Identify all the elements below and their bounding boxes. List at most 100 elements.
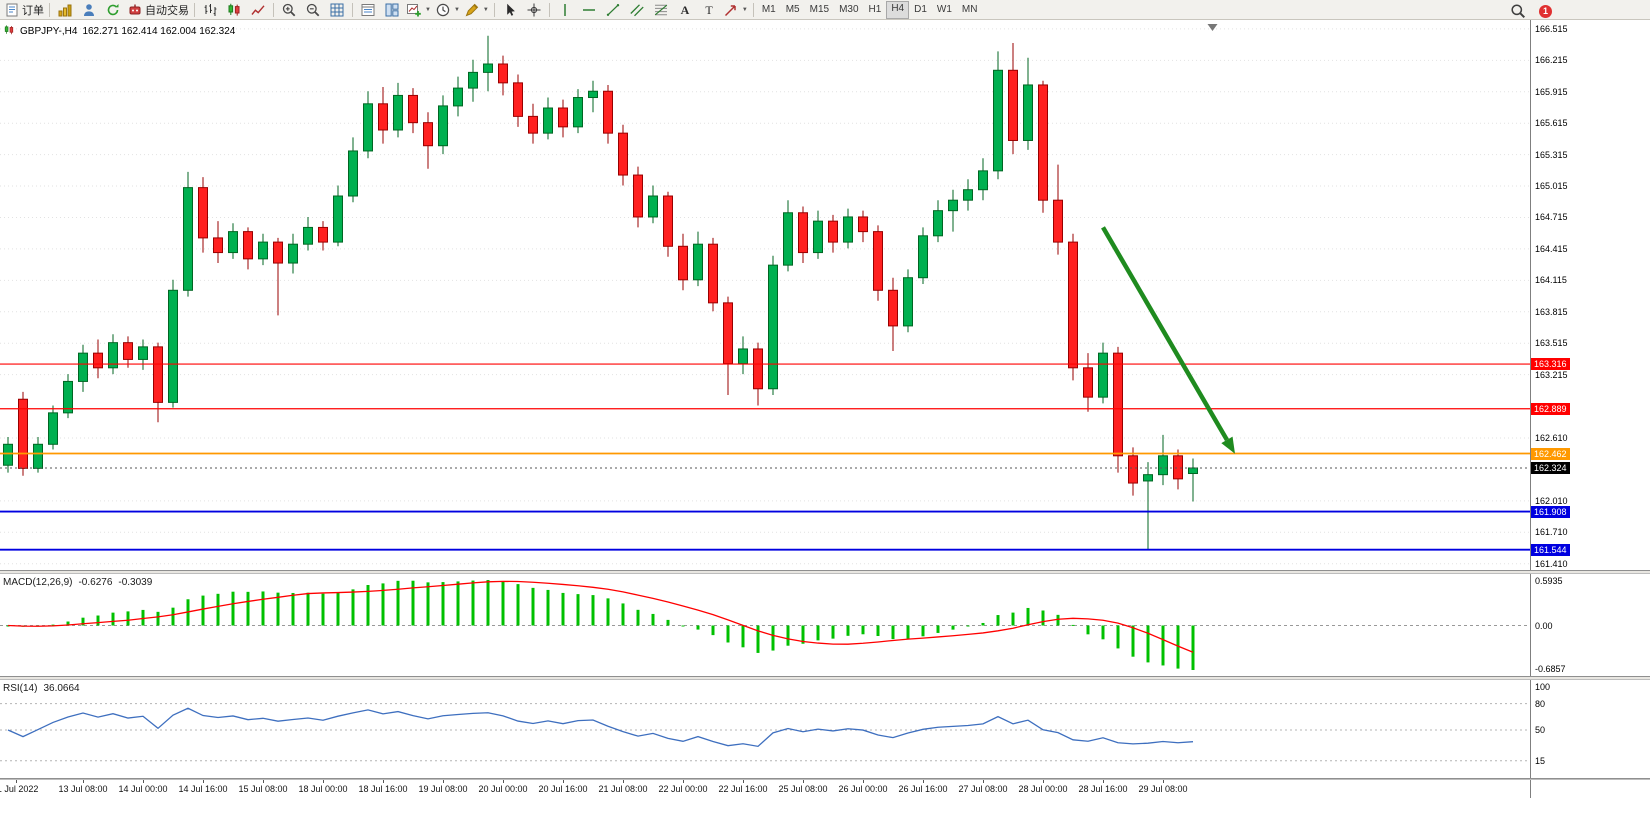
tile-windows-button[interactable] [380,1,404,19]
time-tick [263,780,264,783]
rsi-scale-label: 80 [1535,698,1546,709]
current-price-label: 162.324 [1531,461,1570,474]
channel-button[interactable] [625,1,649,19]
fibonacci-button[interactable] [649,1,673,19]
time-tick [383,780,384,783]
candle-up [483,63,493,73]
timeframe-m5-button[interactable]: M5 [785,3,800,15]
vertical-line-button[interactable] [553,1,577,19]
macd-histogram-bar [606,598,610,626]
macd-histogram-bar [681,625,685,627]
autotrading-button[interactable]: 自动交易 [125,1,191,19]
macd-histogram-bar [951,625,955,630]
macd-histogram-bar [111,612,115,626]
price-axis[interactable]: 166.515 166.215 165.915 165.615 165.315 165.0… [1530,20,1650,798]
charts-bar-button[interactable] [53,1,77,19]
macd-panel[interactable] [0,574,1530,676]
candle-down [528,115,538,134]
timeframe-d1-button[interactable]: D1 [914,3,927,15]
panel-separator[interactable] [0,570,1650,574]
time-axis[interactable]: 11 Jul 2022 13 Jul 08:00 14 Jul 00:00 14 Ju… [0,780,1530,798]
candle-down [678,245,688,281]
label-t-icon: T [705,3,713,17]
macd-histogram-bar [1041,610,1045,626]
macd-histogram-bar [831,625,835,639]
rsi-panel[interactable] [0,680,1530,778]
search-button[interactable] [1506,2,1530,20]
period-button[interactable]: ▼ [433,1,462,19]
macd-histogram-bar [801,625,805,644]
candles-icon [4,25,14,35]
price-chart-panel[interactable] [0,20,1530,570]
trend-arrow-head[interactable] [1221,436,1235,454]
text-button[interactable]: A [673,1,697,19]
horizontal-line-button[interactable] [577,1,601,19]
grid-button[interactable] [325,1,349,19]
candle-down [858,216,868,233]
time-label: 28 Jul 16:00 [1078,784,1128,794]
rsi-scale-label: 15 [1535,755,1546,766]
chart-symbol-icon [3,24,15,39]
timeframe-mn-button[interactable]: MN [961,3,978,15]
macd-histogram-bar [1146,625,1150,663]
timeframe-h1-button[interactable]: H1 [868,3,882,15]
macd-histogram-bar [891,625,895,640]
market-watch-button[interactable] [77,1,101,19]
line-price-label: 161.908 [1531,505,1570,518]
arrows-button[interactable]: ▼ [721,1,750,19]
candle-down [1083,367,1093,398]
candle-down [603,90,613,134]
trend-arrow[interactable] [1101,226,1229,442]
trendline-button[interactable] [601,1,625,19]
data-window-icon [361,3,375,16]
crosshair-button[interactable] [522,1,546,19]
timeframe-w1-button[interactable]: W1 [936,3,952,15]
template-button[interactable]: ▼ [462,1,491,19]
data-window-button[interactable] [356,1,380,19]
candlestick-chart-button[interactable] [222,1,246,19]
time-label: 26 Jul 16:00 [898,784,948,794]
search-icon [1511,4,1526,19]
notification-badge[interactable]: 1 [1539,4,1552,18]
candle-down [213,237,223,254]
candle-up [768,264,778,390]
macd-indicator-header: MACD(12,26,9) -0.6276 -0.3039 [3,577,152,588]
timeframe-m1-button[interactable]: M1 [761,3,776,15]
rsi-scale-label: 50 [1535,725,1546,735]
macd-histogram-bar [741,625,745,648]
macd-max-label: 0.5935 [1535,576,1563,586]
candle-down [1068,241,1078,369]
line-chart-button[interactable] [246,1,270,19]
timeframe-m30-button[interactable]: M30 [839,3,859,15]
panel-separator[interactable] [0,778,1650,780]
time-tick [1043,780,1044,783]
new-chart-button[interactable]: ▼ [404,1,433,19]
timeframe-h4-button[interactable]: H4 [886,0,910,19]
text-label-button[interactable]: T [697,1,721,19]
zoom-in-button[interactable] [277,1,301,19]
macd-histogram-bar [366,585,370,626]
refresh-button[interactable] [101,1,125,19]
cursor-button[interactable] [498,1,522,19]
time-label: 25 Jul 08:00 [778,784,828,794]
macd-histogram-bar [231,591,235,626]
chart-shift-marker[interactable] [1207,24,1218,31]
candle-down [1053,199,1063,243]
new-order-button[interactable]: 订单 [2,1,46,19]
macd-histogram-bar [1071,624,1075,626]
time-label: 20 Jul 00:00 [478,784,528,794]
bar-chart-button[interactable] [198,1,222,19]
zoom-out-button[interactable] [301,1,325,19]
candle-down [498,63,508,84]
candle-down [1173,455,1183,480]
candle-up [543,107,553,134]
macd-histogram-bar [771,625,775,651]
candle-down [513,82,523,117]
timeframe-m15-button[interactable]: M15 [809,3,830,15]
price-tick-label: 166.515 [1535,23,1568,34]
panel-separator[interactable] [0,676,1650,680]
time-label: 21 Jul 08:00 [598,784,648,794]
price-tick-label: 164.115 [1535,275,1567,286]
candle-up [813,220,823,254]
line-price-label: 162.462 [1531,447,1570,460]
